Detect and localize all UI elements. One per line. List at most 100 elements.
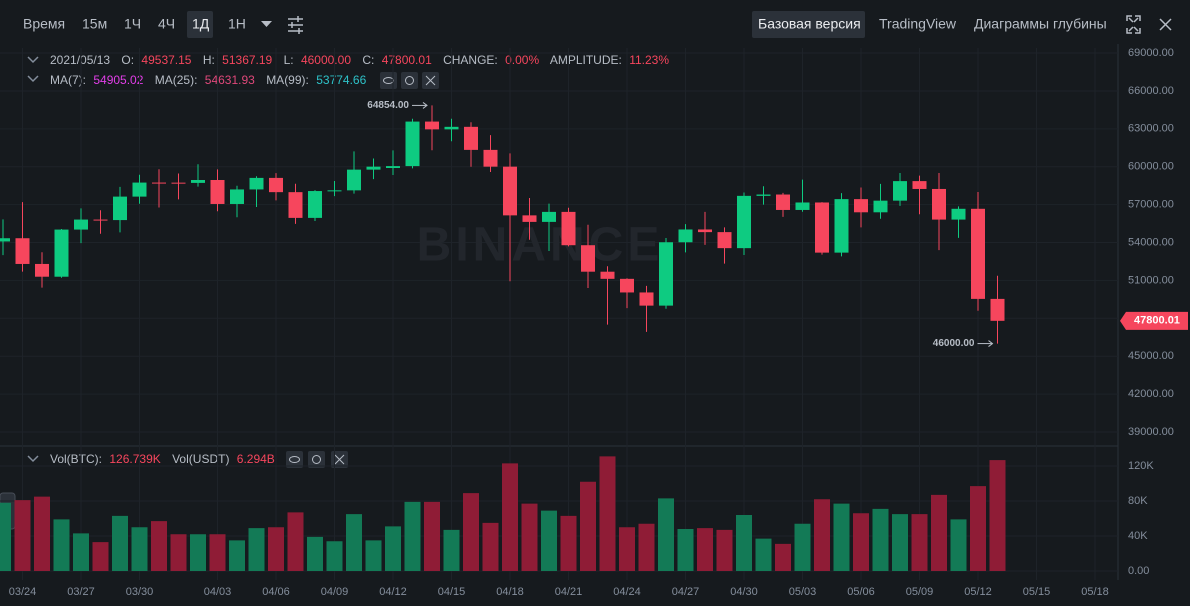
volume-bar (619, 527, 635, 571)
plot: 39000.0042000.0045000.0048000.0051000.00… (0, 47, 1188, 598)
collapse-chevron[interactable] (27, 75, 39, 83)
volume-bar (229, 540, 245, 571)
open-value: 49537.15 (141, 53, 191, 67)
x-tick-label: 04/18 (496, 586, 524, 598)
volume-bar (892, 514, 908, 571)
volume-bar (365, 540, 382, 571)
open-label: O: (121, 53, 134, 67)
high-arrow-head (422, 102, 428, 109)
y-tick-label: 63000.00 (1128, 123, 1174, 135)
volume-bar (989, 460, 1006, 571)
candle-body (795, 202, 810, 210)
collapse-chevron[interactable] (27, 56, 39, 64)
ma-icons (380, 72, 439, 89)
close-icon[interactable] (1159, 18, 1172, 31)
candle-body (249, 177, 264, 190)
vol-btc-label: Vol(BTC): (50, 452, 102, 466)
close-value: 47800.01 (382, 53, 432, 67)
low-label: L: (284, 53, 294, 67)
x-tick-label: 04/21 (555, 586, 583, 598)
interval[interactable]: 4Ч (158, 16, 175, 32)
eye-icon[interactable] (380, 72, 397, 89)
volume-bar (755, 538, 772, 571)
x-tick-label: 05/12 (964, 586, 992, 598)
settings-icon[interactable] (288, 16, 303, 34)
y-tick-label: 54000.00 (1128, 236, 1174, 248)
volume-bar (170, 534, 187, 571)
change-label: CHANGE: (443, 53, 498, 67)
volume-bar (560, 515, 577, 571)
volume-bar (677, 529, 694, 571)
settings-icon[interactable] (308, 451, 325, 468)
x-tick-label: 03/24 (9, 586, 37, 598)
volume-bar (307, 536, 323, 571)
ma-label: MA(25): (155, 73, 198, 87)
interval-dropdown[interactable] (261, 21, 272, 27)
candle-body (522, 215, 537, 222)
x-tick-label: 05/03 (789, 586, 817, 598)
candle-body (113, 196, 127, 221)
volume-bar (833, 503, 850, 571)
volume-bar (268, 527, 284, 571)
volume-bar (697, 528, 713, 571)
volume-bar (34, 496, 50, 571)
eye-icon[interactable] (286, 451, 303, 468)
candle-body (483, 149, 498, 167)
view-tab[interactable]: TradingView (879, 16, 957, 32)
change-value: 0.00% (505, 53, 539, 67)
x-tick-label: 04/15 (438, 586, 466, 598)
candle-body (366, 166, 381, 170)
candle-body (54, 229, 69, 277)
volume-bar (14, 500, 31, 571)
candle-body (327, 190, 342, 192)
candle-body (35, 263, 49, 277)
candle-body (951, 208, 966, 220)
ma-value: 54905.02 (93, 73, 143, 87)
volume-bar (775, 543, 791, 571)
y-tick-label: 120K (1128, 460, 1154, 472)
settings-icon[interactable] (401, 72, 418, 89)
volume-bar (0, 502, 11, 571)
volume-bar (814, 499, 830, 571)
volume-bar (112, 515, 128, 571)
candle-body (834, 199, 849, 253)
close-label: C: (362, 53, 374, 67)
low-arrow-head (988, 340, 994, 347)
candle-body (210, 179, 225, 204)
candle-body (152, 182, 166, 184)
interval[interactable]: 1Ч (124, 16, 141, 32)
candle-body (581, 245, 595, 272)
candle-body (405, 121, 420, 167)
volume-bar (209, 534, 226, 571)
volume-bar (443, 529, 460, 571)
x-shape (334, 454, 345, 465)
candle-body (269, 177, 283, 193)
candle-body (171, 182, 186, 184)
candle-body (873, 200, 888, 213)
ohlc-info: 2021/05/13 O: 49537.15 H: 51367.19 L: 46… (50, 53, 669, 67)
interval[interactable]: 1Д (192, 16, 210, 32)
x-tick-label: 03/30 (126, 586, 154, 598)
view-tab[interactable]: Диаграммы глубины (974, 16, 1107, 32)
view-tab[interactable]: Базовая версия (758, 16, 861, 32)
candle-body (600, 271, 615, 279)
volume-icons (286, 451, 348, 468)
candle-body (756, 194, 771, 196)
candle-body (0, 238, 10, 242)
x-tick-label: 04/24 (613, 586, 641, 598)
volume-bar (53, 519, 70, 571)
interval[interactable]: 1Н (228, 16, 246, 32)
candle-body (308, 191, 322, 218)
ma-value: 53774.66 (316, 73, 366, 87)
volume-bar (73, 533, 89, 571)
collapse-chevron[interactable] (27, 455, 39, 463)
volume-bar (931, 494, 947, 571)
candle-body (230, 189, 244, 204)
fullscreen-icon[interactable] (1126, 15, 1141, 34)
y-tick-label: 0.00 (1128, 565, 1149, 577)
interval[interactable]: 15м (82, 16, 107, 32)
candle-body (386, 166, 400, 168)
volume-bar (190, 534, 206, 571)
volume-bar (463, 493, 479, 571)
